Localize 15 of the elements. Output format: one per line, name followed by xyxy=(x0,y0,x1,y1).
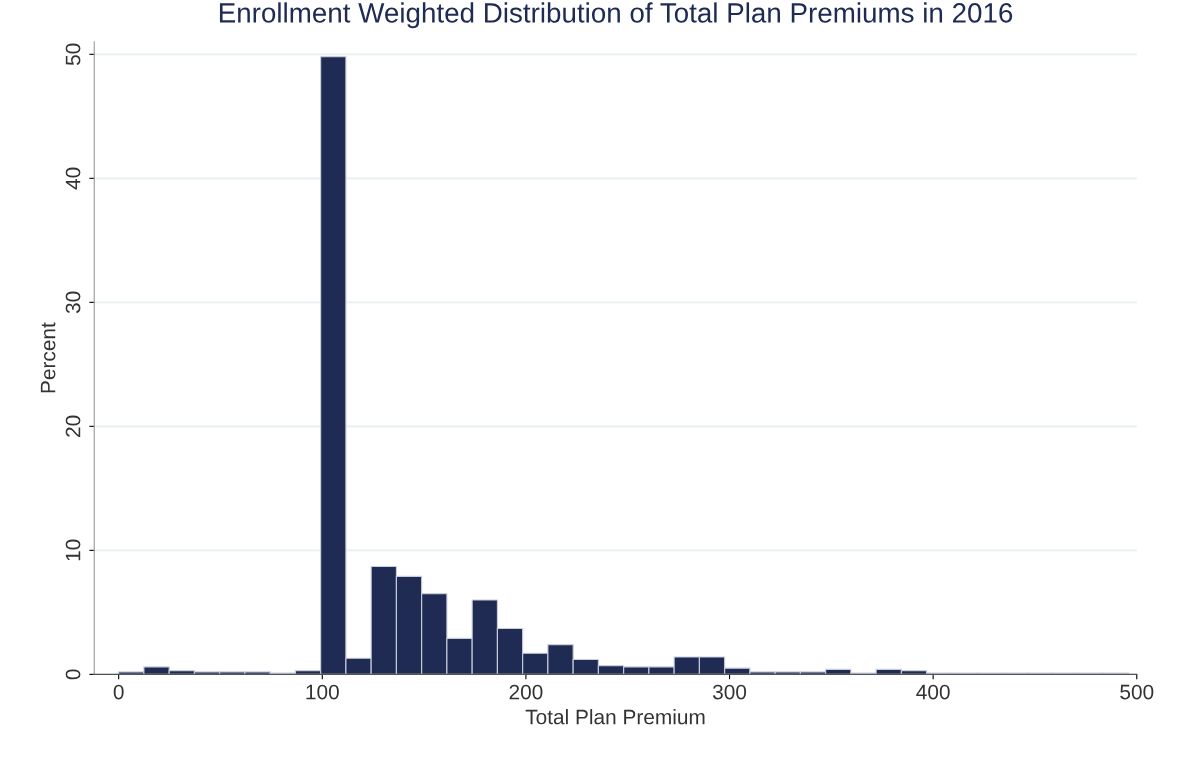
y-tick-label: 20 xyxy=(65,415,81,437)
y-tick-label: 50 xyxy=(65,43,81,66)
x-tick-label: 100 xyxy=(306,684,339,700)
y-tick-label: 30 xyxy=(65,291,81,314)
x-tick-label: 500 xyxy=(1120,684,1154,700)
x-axis-title: Total Plan Premium xyxy=(525,709,705,725)
x-tick-label: 200 xyxy=(509,684,543,700)
y-tick-label: 10 xyxy=(65,539,81,561)
x-tick-label: 400 xyxy=(916,684,950,700)
x-tick-label: 0 xyxy=(113,684,124,700)
x-tick-label: 300 xyxy=(712,684,747,700)
chart-title: Enrollment Weighted Distribution of Total Plan Premiums in 2016 xyxy=(219,2,1013,29)
y-tick-label: 0 xyxy=(65,669,81,680)
y-tick-label: 40 xyxy=(65,167,81,190)
y-axis-title: Percent xyxy=(40,322,56,393)
